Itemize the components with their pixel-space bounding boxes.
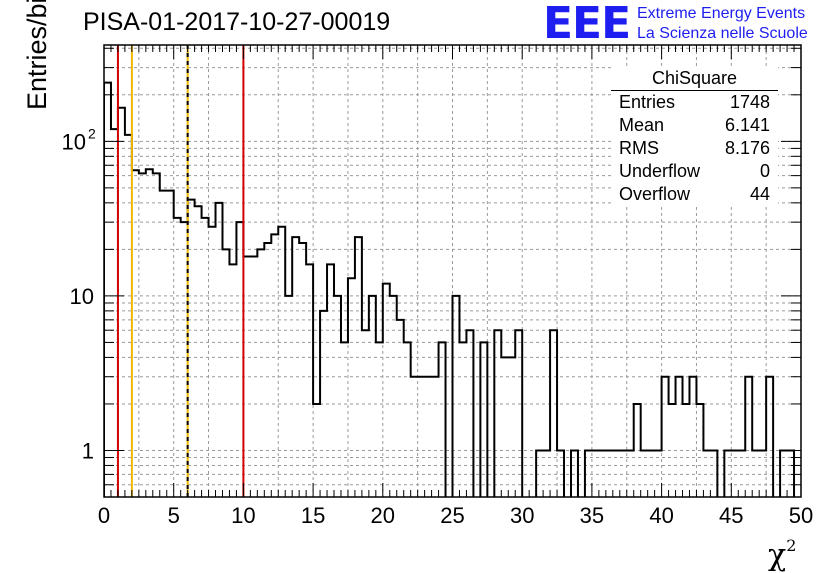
eee-logo-text: Extreme Energy Events La Scienza nelle S… (637, 4, 808, 44)
stats-value: 6.141 (724, 115, 770, 135)
stats-row-overflow: Overflow 44 (611, 183, 778, 206)
x-axis-label: χ2 (768, 536, 796, 573)
stats-label: Underflow (619, 161, 701, 181)
x-tick-label: 50 (789, 503, 813, 528)
stats-label: RMS (619, 138, 659, 158)
stats-label: Mean (619, 115, 665, 135)
y-tick-label-superscript: 2 (88, 125, 96, 141)
stats-row-entries: Entries 1748 (611, 91, 778, 114)
x-tick-label: 0 (98, 503, 110, 528)
y-axis-label-text: Entries/bin (22, 0, 52, 110)
x-axis-label-text: χ (768, 538, 787, 573)
y-tick-label: 1 (82, 438, 94, 463)
logo-line-2: La Scienza nelle Scuole (637, 25, 808, 42)
stats-row-mean: Mean 6.141 (611, 114, 778, 137)
stats-value: 1748 (729, 92, 770, 112)
x-tick-label: 25 (440, 503, 464, 528)
stats-value: 44 (749, 184, 770, 204)
x-tick-label: 10 (231, 503, 255, 528)
x-tick-label: 30 (510, 503, 534, 528)
x-tick-label: 5 (168, 503, 180, 528)
y-tick-label: 10 (70, 284, 94, 309)
run-title: PISA-01-2017-10-27-00019 (83, 8, 391, 36)
axis-ticks (103, 45, 802, 498)
stats-label: Entries (619, 92, 676, 112)
eee-logo-mark: EEE (543, 0, 631, 49)
y-tick-label: 10 (62, 129, 86, 154)
x-tick-label: 15 (301, 503, 325, 528)
x-tick-label: 45 (719, 503, 743, 528)
stats-box: ChiSquare Entries 1748 Mean 6.141 RMS 8.176… (611, 66, 778, 206)
stats-value: 0 (759, 161, 770, 181)
stats-row-rms: RMS 8.176 (611, 137, 778, 160)
stats-row-underflow: Underflow 0 (611, 160, 778, 183)
x-axis-label-sup: 2 (786, 536, 797, 555)
x-tick-label: 20 (371, 503, 395, 528)
x-tick-label: 40 (649, 503, 673, 528)
x-tick-label: 35 (580, 503, 604, 528)
stats-title: ChiSquare (611, 66, 778, 91)
stats-label: Overflow (619, 184, 691, 204)
y-axis-label: Entries/bin (22, 0, 53, 110)
stats-value: 8.176 (724, 138, 770, 158)
logo-line-1: Extreme Energy Events (637, 5, 806, 22)
reference-lines (116, 45, 245, 497)
